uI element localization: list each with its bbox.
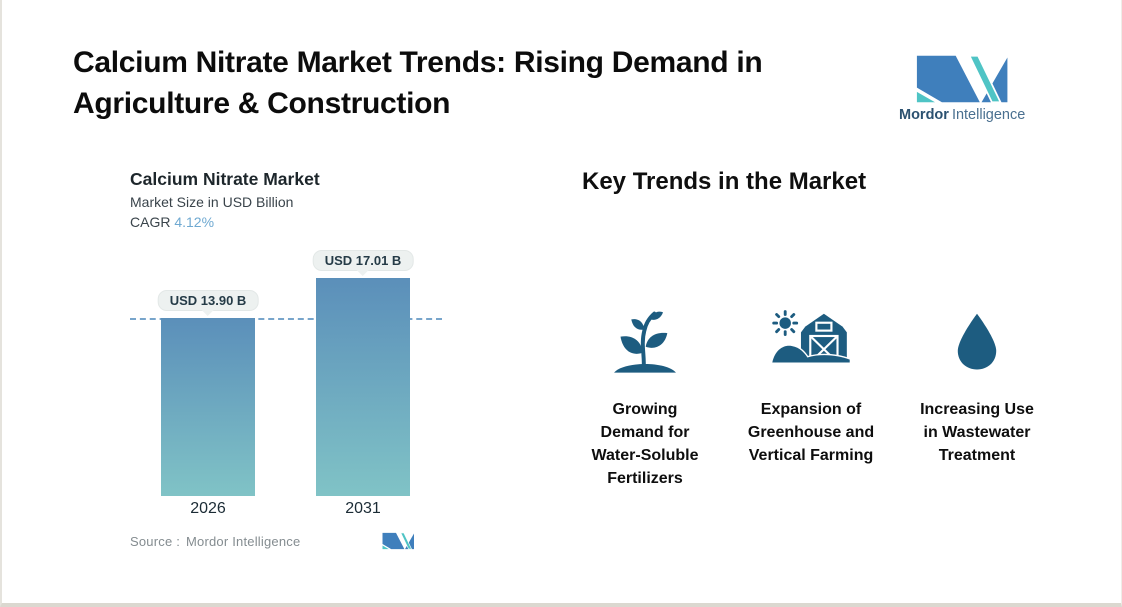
cagr-value: 4.12%	[174, 214, 215, 230]
value-label: USD 13.90 B	[157, 290, 259, 316]
axis-label-year: 2026	[190, 500, 226, 517]
chart-title: Calcium Nitrate Market	[130, 169, 320, 189]
trend-item: Growing Demand for Water-Soluble Fertili…	[569, 300, 721, 490]
chart-panel: Calcium Nitrate Market Market Size in US…	[130, 168, 442, 550]
chart-subtitle: Market Size in USD Billion	[130, 194, 294, 210]
page-title-line2: Agriculture & Construction	[73, 87, 451, 120]
logo-name-light: Intelligence	[951, 107, 1026, 123]
trends-heading: Key Trends in the Market	[582, 168, 867, 195]
content: Calcium Nitrate Market Market Size in US…	[2, 168, 1121, 550]
bar-group: USD 13.90 B 2026	[157, 248, 259, 518]
trend-caption: Increasing Use in Wastewater Treatment	[920, 401, 1034, 464]
bar-2026	[161, 318, 255, 496]
mordor-logo: Mordor Intelligence	[899, 54, 1025, 123]
source-text: Source : Mordor Intelligence	[130, 534, 300, 549]
source-row: Source : Mordor Intelligence	[130, 532, 442, 550]
mordor-logo-text: Mordor Intelligence	[899, 107, 1025, 123]
trend-item: Increasing Use in Wastewater Treatment	[901, 300, 1053, 490]
seedling-icon	[569, 300, 721, 382]
chart-cagr: CAGR 4.12%	[130, 212, 442, 232]
axis-label-year: 2031	[345, 500, 381, 517]
trend-caption: Expansion of Greenhouse and Vertical Far…	[747, 401, 875, 464]
bar-2031	[316, 278, 410, 496]
header: Calcium Nitrate Market Trends: Rising De…	[2, 0, 1121, 124]
page-title-line1: Calcium Nitrate Market Trends: Rising De…	[73, 46, 763, 79]
mordor-logo-small	[382, 532, 414, 550]
cagr-label: CAGR	[130, 214, 171, 230]
trend-caption: Growing Demand for Water-Soluble Fertili…	[591, 401, 699, 487]
trend-columns: Growing Demand for Water-Soluble Fertili…	[569, 300, 1069, 490]
bar-chart: USD 13.90 B 2026 USD 17.01 B 2031	[130, 248, 442, 518]
logo-name-bold: Mordor	[899, 107, 949, 123]
barn-icon	[735, 300, 887, 382]
water-drop-icon	[901, 300, 1053, 382]
trend-item: Expansion of Greenhouse and Vertical Far…	[735, 300, 887, 490]
source-label: Source :	[130, 533, 181, 549]
page-title: Calcium Nitrate Market Trends: Rising De…	[73, 42, 763, 124]
reference-line	[130, 318, 442, 320]
mordor-logo-icon	[916, 54, 1008, 104]
trends-panel: Key Trends in the Market	[569, 168, 1069, 550]
bar-group: USD 17.01 B 2031	[312, 248, 414, 518]
value-label: USD 17.01 B	[312, 250, 414, 276]
source-value: Mordor Intelligence	[186, 533, 301, 549]
